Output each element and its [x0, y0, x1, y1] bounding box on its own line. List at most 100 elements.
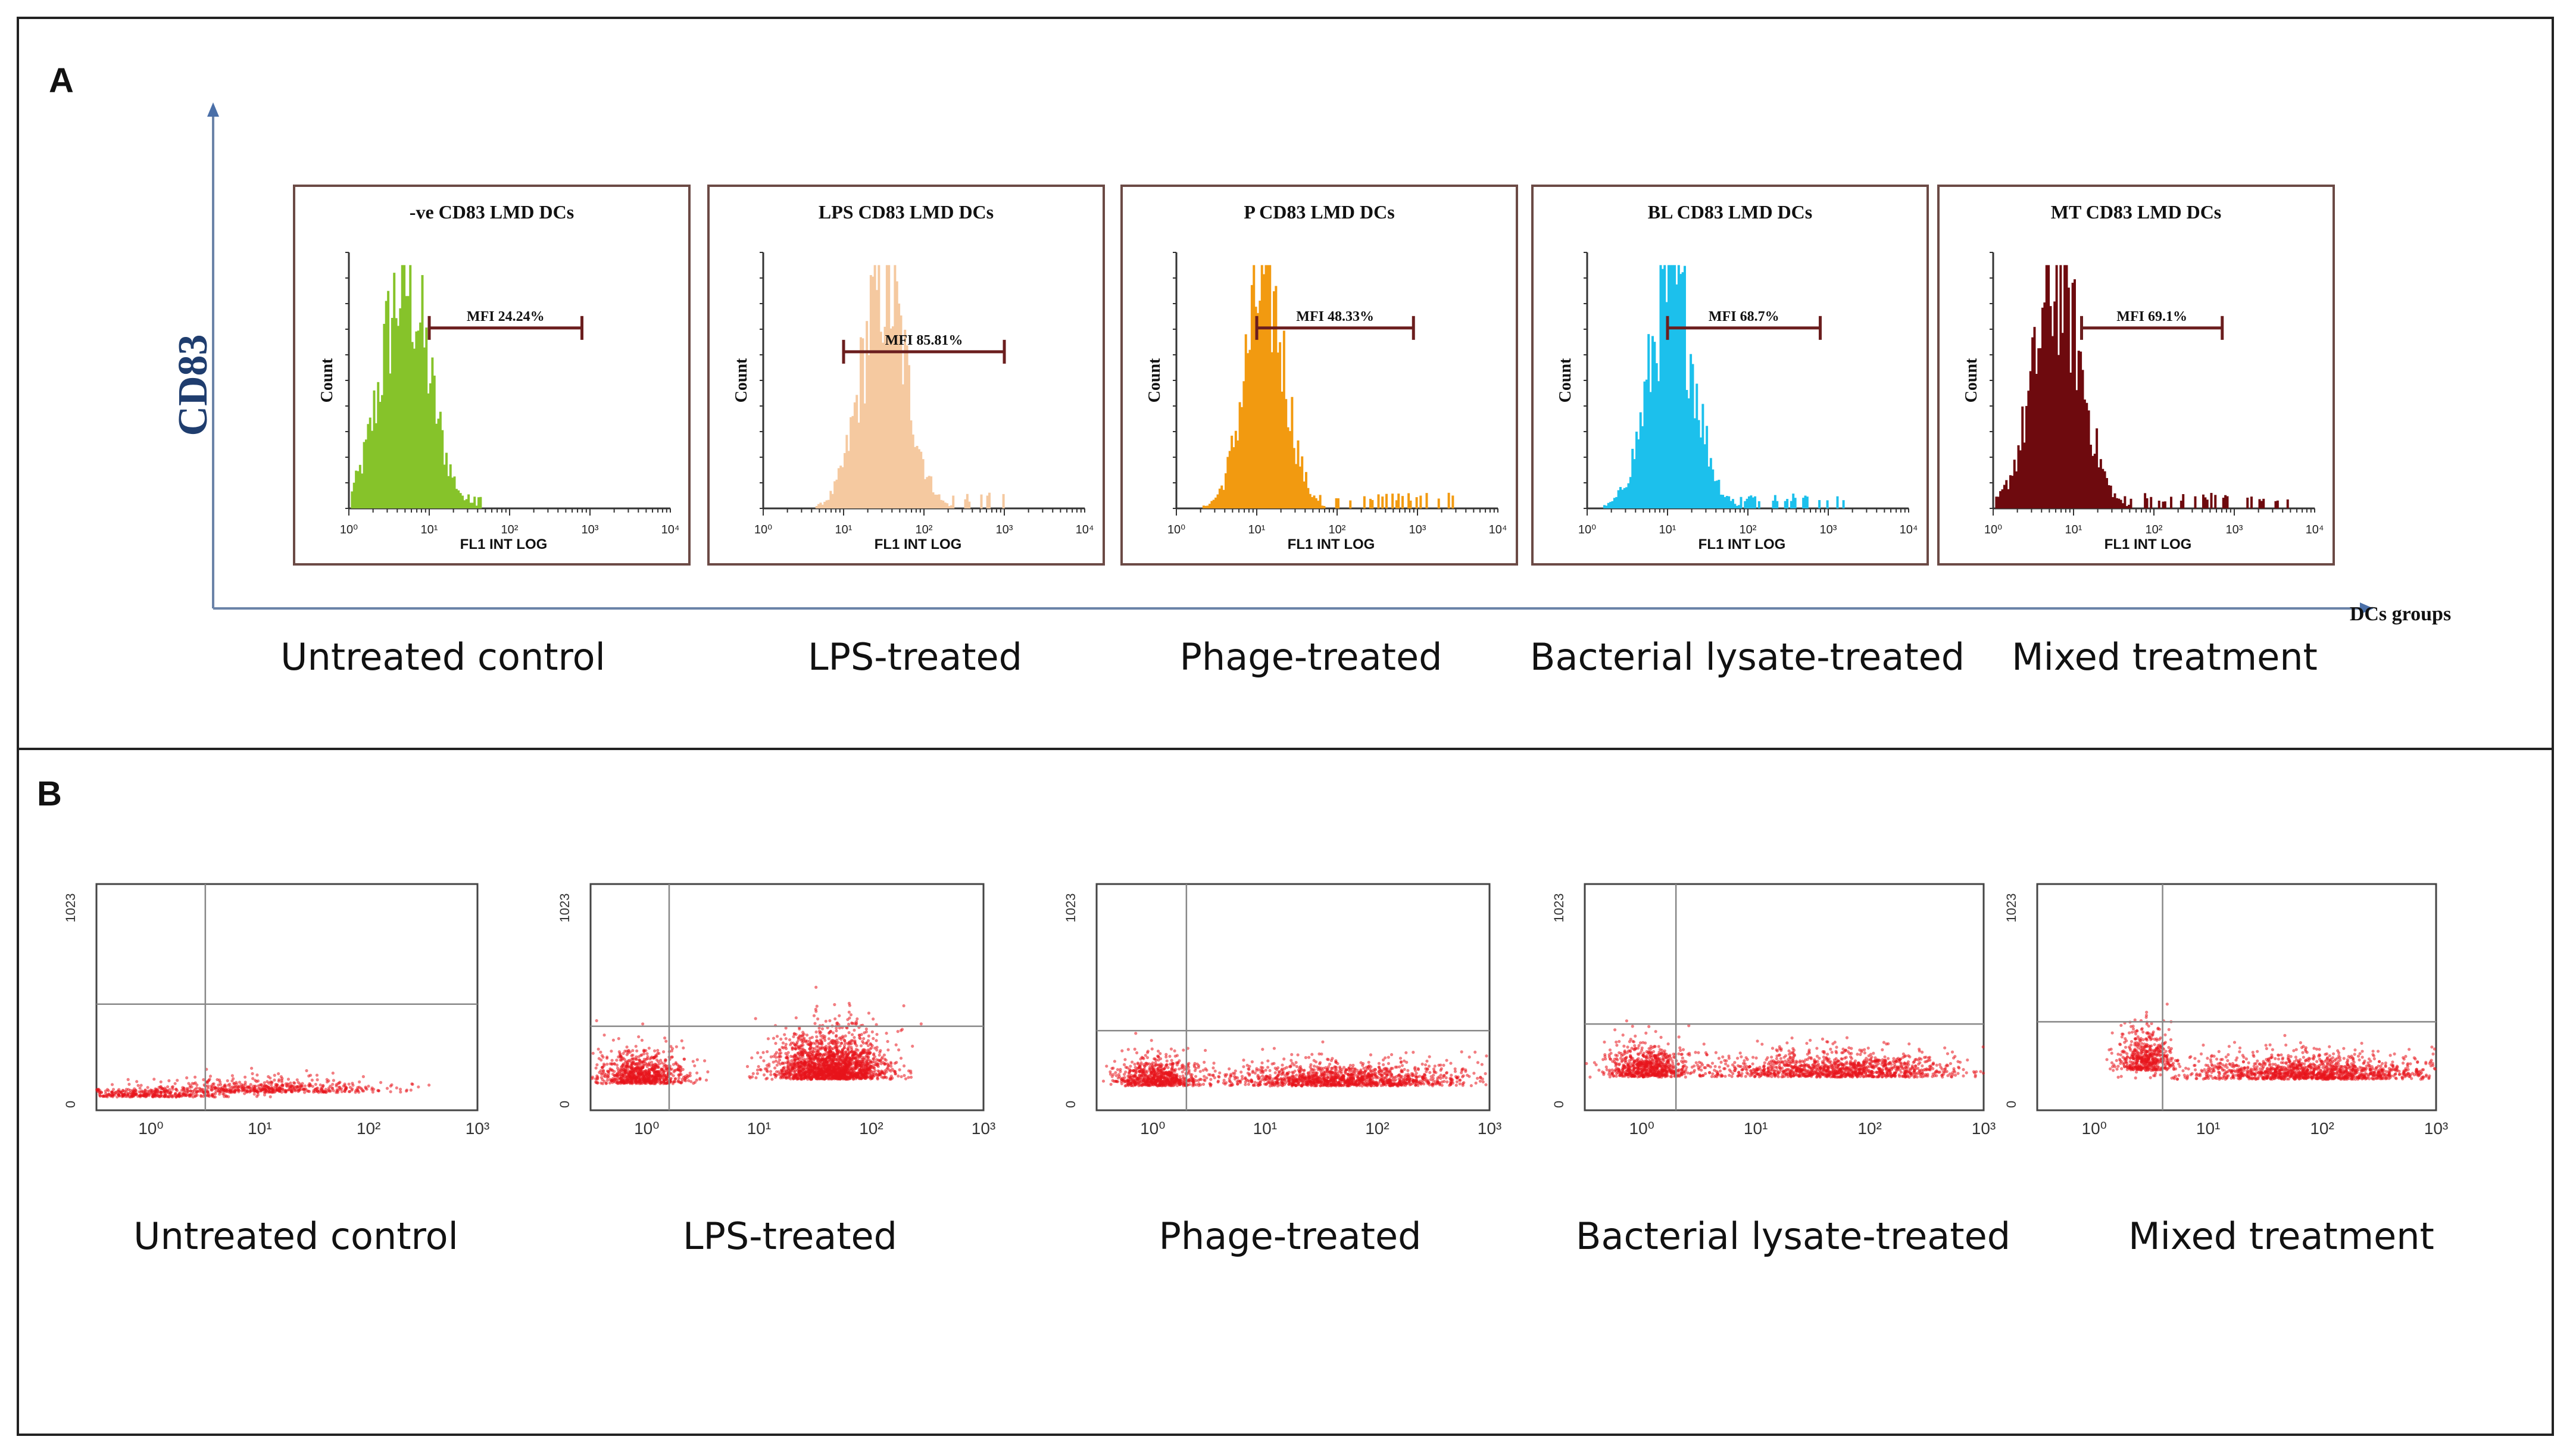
- dotplot-point: [682, 1057, 686, 1061]
- histogram-bar: [968, 501, 971, 508]
- histogram-bar: [847, 451, 850, 508]
- histogram-bar: [1237, 440, 1239, 508]
- histogram-bar: [1687, 398, 1690, 508]
- histogram-bar: [2035, 374, 2038, 508]
- dotplot-point: [229, 1087, 233, 1091]
- dotplot-point: [832, 1039, 836, 1042]
- dotplot-point: [827, 1042, 830, 1045]
- dotplot-point: [389, 1084, 392, 1088]
- dotplot-point: [361, 1075, 365, 1079]
- dotplot-point: [642, 1052, 646, 1055]
- dotplot-point: [116, 1089, 120, 1093]
- dotplot-point: [1164, 1055, 1168, 1058]
- dotplot-point: [627, 1077, 631, 1080]
- dotplot-point: [1119, 1070, 1122, 1073]
- histogram-bar: [425, 327, 428, 508]
- dotplot-point: [1125, 1066, 1129, 1070]
- dotplot-point: [605, 1078, 609, 1082]
- dotplot-point: [267, 1075, 270, 1079]
- histogram-bar: [1204, 505, 1207, 508]
- dotplot-point: [315, 1086, 319, 1091]
- dotplot-point: [340, 1090, 344, 1094]
- histogram-bar: [1729, 501, 1732, 508]
- dotplot-point: [166, 1085, 170, 1089]
- histogram-bar: [855, 395, 858, 508]
- dotplot-point: [783, 1045, 787, 1049]
- mfi-label: MFI 68.7%: [1709, 309, 1779, 324]
- dotplot-point: [1134, 1032, 1138, 1035]
- dotplot-point: [796, 1045, 800, 1049]
- histogram-bar: [878, 265, 880, 508]
- histogram-bar: [1697, 420, 1700, 508]
- dotplot-point: [123, 1093, 126, 1097]
- dotplot-point: [842, 1053, 845, 1056]
- histogram-bar: [980, 494, 983, 508]
- histogram-x-label: FL1 INT LOG: [2104, 536, 2192, 552]
- dotplot-point: [665, 1076, 669, 1079]
- histogram-bar: [1311, 497, 1314, 508]
- dotplot-point: [1131, 1081, 1134, 1085]
- histogram-bar: [1276, 352, 1279, 508]
- dotplot-point: [817, 1042, 820, 1045]
- dotplot-point: [778, 1058, 782, 1062]
- dotplot-point: [1137, 1084, 1141, 1088]
- histogram-bar: [950, 505, 953, 508]
- panel-a-y-arrow: [207, 102, 219, 117]
- histogram-bar: [1655, 363, 1658, 508]
- dotplot-point: [1111, 1079, 1114, 1082]
- dotplot-point: [854, 1053, 858, 1056]
- dotplot-point: [273, 1073, 276, 1077]
- dotplot-point: [1155, 1073, 1159, 1077]
- histogram-bar: [2112, 497, 2115, 508]
- dotplot-point: [873, 1055, 877, 1058]
- dotplot-point: [237, 1088, 241, 1092]
- histogram-bar: [2011, 476, 2014, 508]
- dotplot-point: [370, 1086, 374, 1090]
- histogram-bar: [2081, 370, 2084, 508]
- dotplot-point: [872, 1036, 875, 1041]
- dotplot-point: [591, 1077, 594, 1080]
- dotplot-point: [210, 1085, 214, 1089]
- dotplot-point: [260, 1088, 264, 1092]
- dotplot-point: [842, 1075, 845, 1079]
- dotplot-point: [637, 1072, 641, 1076]
- histogram-bar: [381, 395, 383, 508]
- dotplot-point: [1131, 1069, 1135, 1073]
- histogram-bar: [2102, 469, 2104, 508]
- histogram-bar: [938, 494, 941, 508]
- dotplot-point: [249, 1083, 252, 1086]
- dotplot-point: [848, 1042, 852, 1046]
- dotplot-point: [267, 1085, 270, 1089]
- dotplot-point: [803, 1073, 807, 1078]
- dotplot-point: [660, 1067, 664, 1071]
- dotplot-point: [1186, 1066, 1191, 1069]
- dotplot-point: [682, 1046, 685, 1050]
- dotplot-point: [774, 1059, 778, 1063]
- dotplot-point: [620, 1078, 624, 1082]
- histogram-bar: [933, 494, 936, 508]
- dotplot-point: [154, 1095, 157, 1098]
- histogram-bar: [445, 452, 448, 508]
- histogram-y-label: Count: [732, 358, 751, 402]
- dotplot-point: [1114, 1071, 1117, 1075]
- dotplot-point: [669, 1045, 673, 1048]
- histogram-bar: [1232, 447, 1235, 508]
- dotplot-point: [1128, 1070, 1132, 1073]
- dotplot-point: [219, 1090, 223, 1094]
- dotplot-point: [185, 1076, 189, 1080]
- histogram-bar: [948, 506, 951, 508]
- dotplot-point: [815, 1045, 819, 1048]
- histogram-bar: [831, 494, 834, 508]
- dotplot-point: [417, 1085, 420, 1089]
- dotplot-point: [815, 1039, 819, 1042]
- histogram-bar: [2224, 495, 2227, 508]
- dotplot-x-tick-label: 10⁰: [138, 1119, 163, 1138]
- dotplot-point: [299, 1088, 302, 1091]
- dotplot-point: [891, 1067, 894, 1071]
- dotplot-point: [896, 1030, 900, 1033]
- histogram-bar: [2146, 498, 2149, 508]
- histogram-bar: [465, 499, 468, 508]
- dotplot-point: [831, 1047, 835, 1051]
- dotplot-point: [262, 1086, 266, 1089]
- dotplot-point: [788, 1038, 792, 1042]
